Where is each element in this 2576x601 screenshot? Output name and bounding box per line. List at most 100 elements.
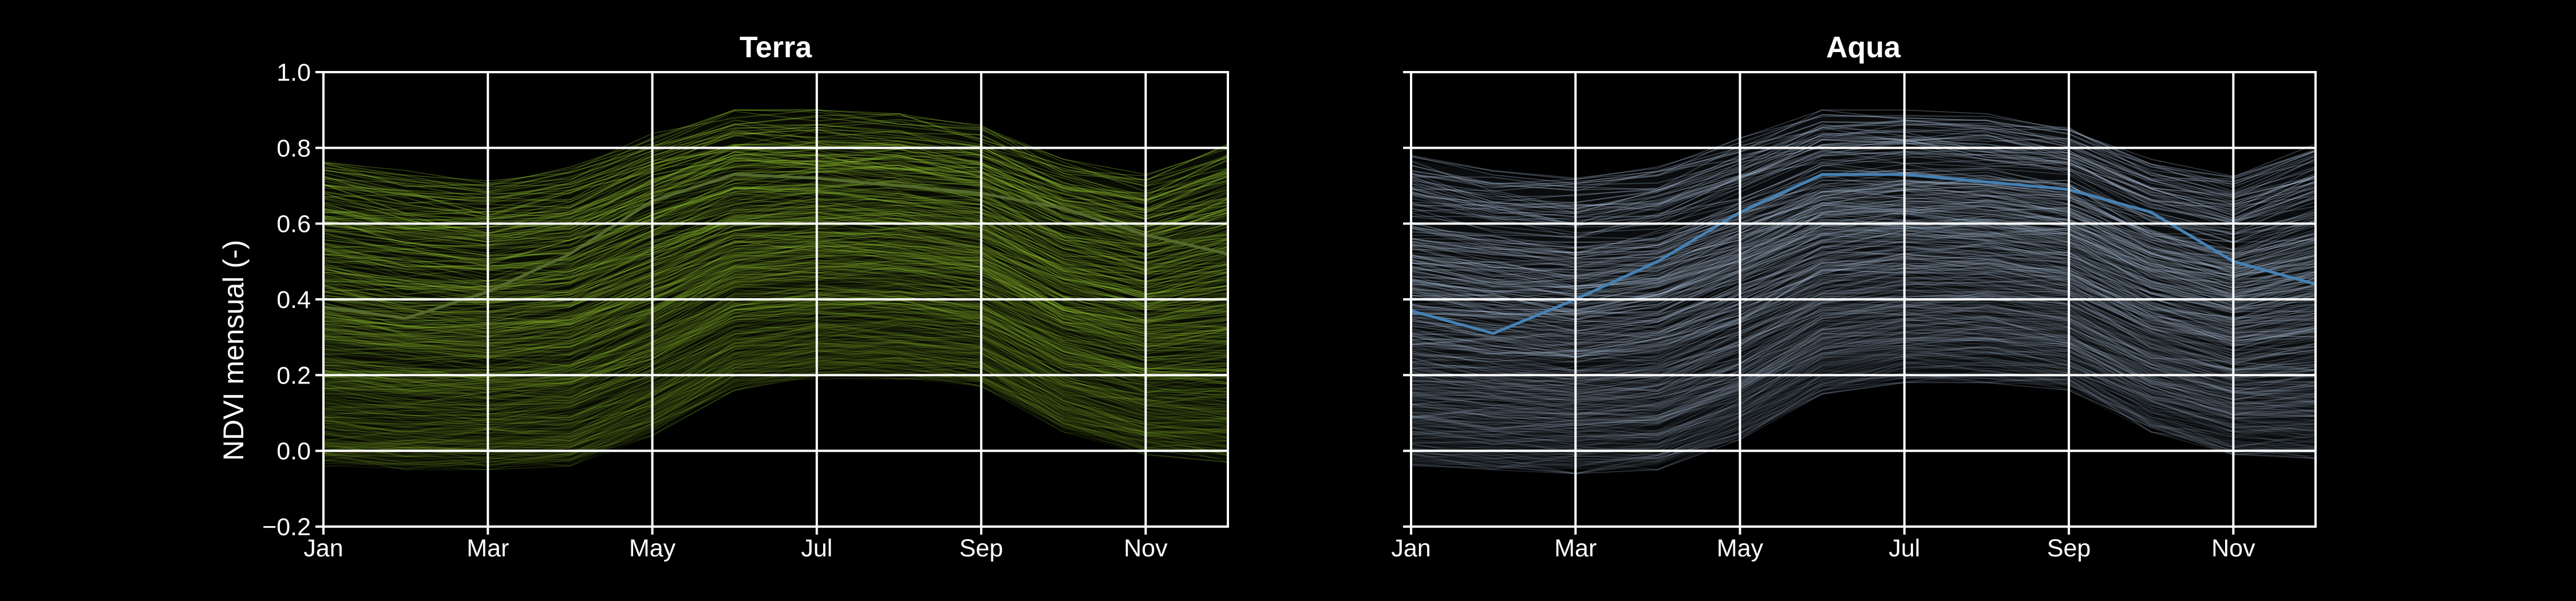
aqua-series-line	[1411, 332, 2316, 417]
aqua-series-line	[1411, 189, 2316, 256]
terra-series-line	[323, 141, 1228, 224]
aqua-series-line	[1411, 227, 2316, 313]
aqua-series-line	[1411, 328, 2316, 426]
terra-series-line	[323, 231, 1228, 310]
terra-series-line	[323, 341, 1228, 449]
aqua-series-line	[1411, 276, 2316, 357]
aqua-series-line	[1411, 183, 2316, 268]
aqua-series-line	[1411, 138, 2316, 211]
terra-series-line	[323, 165, 1228, 243]
terra-series-line	[323, 151, 1228, 239]
aqua-series-line	[1411, 318, 2316, 402]
terra-series-line	[323, 340, 1228, 443]
aqua-series-line	[1411, 339, 2316, 437]
terra-series-line	[323, 361, 1228, 462]
terra-series-line	[323, 322, 1228, 425]
aqua-series-line	[1411, 309, 2316, 400]
terra-series-line	[323, 296, 1228, 390]
aqua-series-line	[1411, 322, 2316, 401]
terra-series-line	[323, 305, 1228, 405]
aqua-series-line	[1411, 377, 2316, 463]
aqua-series-line	[1411, 319, 2316, 406]
aqua-series-line	[1411, 145, 2316, 223]
aqua-series-line	[1411, 114, 2316, 195]
terra-series-line	[323, 155, 1228, 223]
aqua-series-line	[1411, 218, 2316, 310]
terra-series-line	[323, 255, 1228, 347]
terra-x-tick-label: Mar	[467, 535, 509, 562]
terra-series-line	[323, 179, 1228, 263]
terra-series-line	[323, 360, 1228, 466]
terra-series-line	[323, 304, 1228, 407]
aqua-series-line	[1411, 251, 2316, 334]
terra-series-line	[323, 282, 1228, 367]
terra-series-line	[323, 175, 1228, 262]
aqua-series-line	[1411, 283, 2316, 367]
aqua-series-line	[1411, 350, 2316, 445]
aqua-series-line	[1411, 309, 2316, 396]
terra-series-line	[323, 315, 1228, 411]
terra-series-line	[323, 175, 1228, 248]
aqua-series-line	[1411, 263, 2316, 355]
aqua-series-line	[1411, 300, 2316, 398]
terra-series-line	[323, 276, 1228, 360]
terra-series-line	[323, 208, 1228, 287]
terra-series-line	[323, 289, 1228, 383]
aqua-series-line	[1411, 184, 2316, 263]
terra-series-line	[323, 154, 1228, 238]
terra-series-line	[323, 252, 1228, 346]
terra-series-line	[323, 129, 1228, 202]
terra-series-line	[323, 244, 1228, 338]
terra-series-line	[323, 160, 1228, 246]
terra-series-line	[323, 231, 1228, 307]
aqua-series-line	[1411, 348, 2316, 434]
aqua-series-line	[1411, 183, 2316, 255]
terra-series-line	[323, 238, 1228, 334]
terra-series-line	[323, 231, 1228, 313]
terra-series-line	[323, 208, 1228, 291]
aqua-series-line	[1411, 123, 2316, 210]
aqua-series-line	[1411, 211, 2316, 292]
terra-series-line	[323, 358, 1228, 463]
terra-series-line	[323, 189, 1228, 272]
aqua-series-line	[1411, 331, 2316, 422]
terra-series-line	[323, 140, 1228, 220]
terra-series-line	[323, 314, 1228, 401]
aqua-series-line	[1411, 267, 2316, 355]
aqua-series-line	[1411, 268, 2316, 357]
aqua-series-line	[1411, 349, 2316, 445]
aqua-series-line	[1411, 146, 2316, 222]
terra-series-line	[323, 264, 1228, 358]
aqua-series-line	[1411, 311, 2316, 407]
aqua-series-line	[1411, 362, 2316, 460]
terra-series-line	[323, 220, 1228, 295]
aqua-series-line	[1411, 210, 2316, 298]
aqua-series-line	[1411, 152, 2316, 226]
terra-series-line	[323, 342, 1228, 438]
terra-series-line	[323, 197, 1228, 292]
aqua-series-line	[1411, 139, 2316, 225]
aqua-series-line	[1411, 245, 2316, 321]
terra-series-line	[323, 304, 1228, 392]
aqua-series-line	[1411, 303, 2316, 403]
terra-series-line	[323, 311, 1228, 393]
aqua-series-line	[1411, 151, 2316, 222]
aqua-series-line	[1411, 346, 2316, 441]
aqua-series-line	[1411, 319, 2316, 411]
aqua-series-line	[1411, 242, 2316, 326]
terra-series-line	[323, 303, 1228, 399]
terra-series-line	[323, 261, 1228, 344]
terra-series-line	[323, 212, 1228, 294]
terra-series-line	[323, 299, 1228, 392]
terra-series-line	[323, 358, 1228, 456]
terra-series-line	[323, 243, 1228, 326]
terra-series-line	[323, 370, 1228, 466]
terra-series-line	[323, 109, 1228, 192]
terra-series-line	[323, 144, 1228, 214]
aqua-series-line	[1411, 267, 2316, 355]
aqua-series-line	[1411, 230, 2316, 321]
aqua-series-line	[1411, 348, 2316, 445]
terra-series-line	[323, 232, 1228, 316]
aqua-series-line	[1411, 203, 2316, 284]
aqua-series-line	[1411, 307, 2316, 390]
